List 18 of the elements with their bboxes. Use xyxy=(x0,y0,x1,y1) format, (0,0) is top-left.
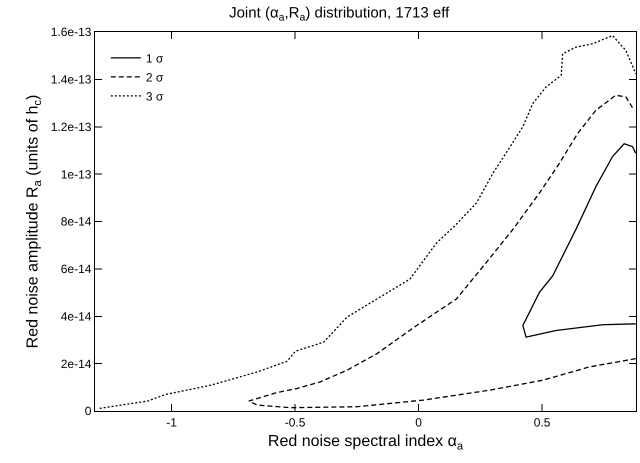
x-tick-label: 0 xyxy=(415,416,422,430)
x-axis-title: Red noise spectral index α$_{a}$ xyxy=(268,433,464,453)
y-tick-label: 0 xyxy=(84,404,92,418)
y-tick-label: 4e-14 xyxy=(60,309,92,324)
x-tick-label: 0.5 xyxy=(534,416,551,430)
y-tick-label: 1.2e-13 xyxy=(50,120,92,134)
legend-label: 2 σ xyxy=(146,70,164,85)
y-tick-label: 1.4e-13 xyxy=(50,72,92,87)
y-tick-label: 8e-14 xyxy=(60,214,92,229)
y-tick-label: 6e-14 xyxy=(60,262,92,276)
y-tick-label: 2e-14 xyxy=(60,356,92,371)
chart-title: Joint (α$_{a}$,R$_{a}$) distribution, 1713 eff xyxy=(229,4,450,24)
y-tick-label: 1.6e-13 xyxy=(50,25,92,40)
x-tick-label: -1 xyxy=(166,416,178,430)
x-tick-label: -0.5 xyxy=(284,416,306,430)
legend-label: 1 σ xyxy=(146,52,164,66)
y-tick-label: 1e-13 xyxy=(60,167,92,182)
legend-label: 3 σ xyxy=(146,90,164,104)
